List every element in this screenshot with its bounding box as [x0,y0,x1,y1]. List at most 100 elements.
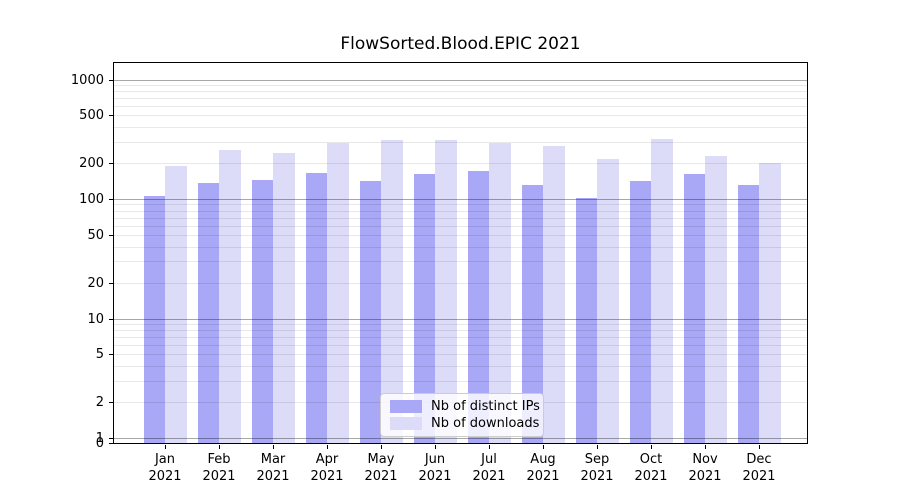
y-tick-label: 10 [87,311,104,327]
bar-may-distinct-ips [359,180,381,443]
x-tick-label-line: Jul [481,452,497,467]
bar-dec-downloads [759,163,781,443]
bar-sep-distinct-ips [575,198,597,443]
y-tick-label: 1000 [70,72,104,88]
x-tick-label: Jan 2021 [135,451,195,485]
bar-nov-downloads [705,155,727,443]
bar-feb-distinct-ips [197,183,219,443]
x-tick-label-line: 2021 [472,469,506,484]
bar-sep-downloads [597,159,619,443]
x-tick-label: Mar 2021 [243,451,303,485]
bar-jul-distinct-ips [467,170,489,443]
x-tick-mark [597,445,598,449]
x-tick-label-line: Oct [639,452,663,467]
x-tick-label-line: Feb [207,452,231,467]
x-tick-label-line: 2021 [580,469,614,484]
y-tick-label: 2 [95,395,104,411]
x-tick-label-line: Sep [584,452,610,467]
x-tick-label: Jun 2021 [405,451,465,485]
y-tick-mark [109,234,113,236]
x-tick-label-line: 2021 [256,469,290,484]
x-tick-mark [543,445,544,449]
gridline [114,79,807,81]
gridline [114,246,807,248]
bar-oct-distinct-ips [629,181,651,443]
legend: Nb of distinct IPs Nb of downloads [380,393,544,437]
gridline [114,115,807,117]
chart-title: FlowSorted.Blood.EPIC 2021 [340,34,581,54]
legend-swatch-distinct-ips [390,400,422,413]
x-tick-label-line: Jan [154,452,176,467]
x-tick-label-line: Nov [692,452,718,467]
gridline [114,345,807,346]
x-tick-mark [489,445,490,449]
bar-mar-distinct-ips [251,179,273,443]
legend-row: Nb of distinct IPs [390,399,540,414]
x-tick-label: Sep 2021 [567,451,627,485]
bar-aug-distinct-ips [521,185,543,443]
gridline [114,330,807,332]
gridline [114,354,807,356]
x-tick-mark [651,445,652,449]
x-tick-mark [219,445,220,449]
gridline [114,127,807,129]
y-tick-label: 5 [95,347,104,363]
x-tick-label-line: 2021 [310,469,344,484]
x-tick-label: Nov 2021 [675,451,735,485]
gridline [114,210,807,212]
y-tick-label: 200 [79,156,104,172]
gridline [114,84,807,86]
x-tick-label-line: 2021 [742,469,776,484]
x-tick-label-line: 2021 [202,469,236,484]
y-tick-mark [109,79,113,81]
x-tick-label-line: 2021 [526,469,560,484]
y-tick-mark [109,163,113,165]
y-tick-label: 0 [95,436,104,451]
y-tick-label: 20 [87,275,104,291]
bar-mar-downloads [273,152,295,443]
bar-apr-distinct-ips [305,173,327,443]
legend-label: Nb of distinct IPs [431,399,540,414]
x-tick-label-line: 2021 [418,469,452,484]
gridline [114,141,807,143]
y-tick-mark [109,199,113,200]
bar-apr-downloads [327,143,349,443]
y-tick-mark [109,282,113,284]
bar-nov-distinct-ips [683,173,705,443]
x-tick-mark [381,445,382,449]
bar-aug-downloads [543,145,565,443]
legend-swatch-downloads [390,417,422,430]
x-tick-label-line: Mar [260,452,286,467]
x-tick-label: Aug 2021 [513,451,573,485]
gridline [114,366,807,368]
bar-oct-downloads [651,139,673,443]
x-tick-mark [759,445,760,449]
x-tick-mark [705,445,706,449]
gridline [114,91,807,93]
legend-row: Nb of downloads [390,416,539,431]
x-tick-mark [327,445,328,449]
bar-may-downloads [381,140,403,443]
y-tick-label: 50 [87,227,104,243]
bar-jan-downloads [165,165,187,443]
gridline [114,261,807,263]
gridline [114,106,807,107]
gridline [114,225,807,227]
x-tick-label-line: 2021 [148,469,182,484]
y-tick-mark [109,318,113,320]
bar-feb-downloads [219,150,241,443]
y-tick-label: 100 [79,192,104,207]
y-tick-mark [109,443,113,444]
gridline [114,234,807,236]
y-tick-mark [109,115,113,117]
y-tick-label: 1 [95,431,104,446]
x-axis: Jan 2021 Feb 2021 Mar 2021 Apr 2021 May 2021 Jun 20… [113,445,808,495]
gridline [114,438,807,439]
x-tick-label: Jul 2021 [459,451,519,485]
x-tick-mark [435,445,436,449]
y-axis: 0 1 2 5 10 20 50 100 200 500 1000 [0,62,113,451]
x-tick-label: Dec 2021 [729,451,789,485]
x-tick-label-line: Dec [746,452,772,467]
bar-dec-distinct-ips [737,185,759,443]
plot-area: Nb of distinct IPs Nb of downloads [113,62,808,444]
